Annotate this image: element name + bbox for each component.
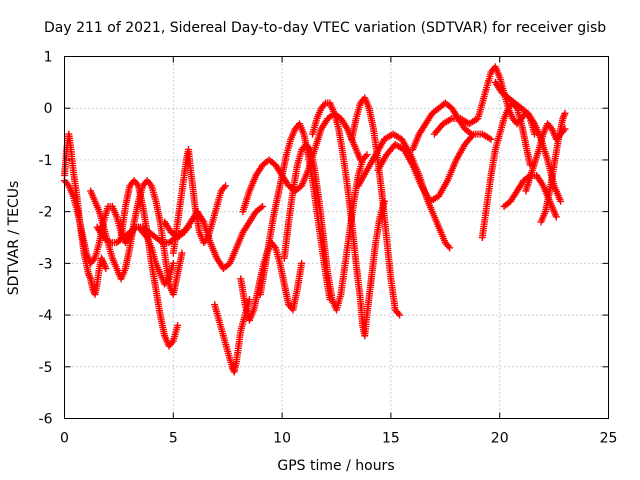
tick-marks [64,56,609,419]
y-axis-label: SDTVAR / TECUs [6,181,22,296]
series-arc14 [348,94,404,319]
data-point [557,197,565,205]
data-point [174,321,182,329]
data-point [157,237,165,245]
data-point [561,109,569,117]
data-point [259,202,267,210]
y-tick-label: -1 [39,153,53,169]
data-point [298,259,306,267]
data-point [102,265,110,273]
y-tick-labels: -6 -5 -4 -3 -2 -1 0 1 [39,50,53,428]
y-tick-label: -3 [39,256,53,272]
series-arc20 [491,78,565,205]
x-tick-label: 20 [491,431,509,447]
series-arc13 [309,99,388,340]
series-arc9 [237,239,306,324]
series-arc17 [409,99,475,154]
y-tick-label: 1 [44,50,53,66]
y-tick-label: -5 [39,360,53,376]
x-tick-labels: 0 5 10 15 20 25 [60,431,617,447]
series-arc16 [374,130,495,205]
data-point [257,204,265,212]
data-point [178,249,186,257]
data-point [131,224,139,232]
x-axis-label: GPS time / hours [277,458,394,474]
y-tick-label: 0 [44,101,53,117]
x-tick-label: 15 [382,431,400,447]
series-arc4 [117,177,182,350]
data-point [487,135,495,143]
data-point [363,151,371,159]
x-tick-label: 0 [60,431,69,447]
series-arc12 [280,140,371,314]
y-tick-label: -4 [39,308,53,324]
series-arc7 [161,202,267,273]
series-arc23 [500,171,560,221]
x-tick-label: 5 [169,431,178,447]
data-point [169,259,177,267]
data-point [222,182,230,190]
grid-lines [64,56,609,419]
series-arc19 [478,99,534,241]
data-point [245,296,253,304]
data-point [466,129,474,137]
data-points [61,63,569,376]
y-tick-label: -6 [39,412,53,428]
data-point [525,173,533,181]
y-tick-label: -2 [39,205,53,221]
data-point [552,213,560,221]
x-tick-label: 10 [273,431,291,447]
series-arc3 [87,177,186,298]
data-point [467,130,475,138]
plot-frame [64,56,609,419]
data-point [396,311,404,319]
series-arc22 [537,109,569,226]
chart-title: Day 211 of 2021, Sidereal Day-to-day VTE… [44,20,606,36]
data-point [446,244,454,252]
x-tick-label: 25 [600,431,618,447]
data-point [105,237,113,245]
